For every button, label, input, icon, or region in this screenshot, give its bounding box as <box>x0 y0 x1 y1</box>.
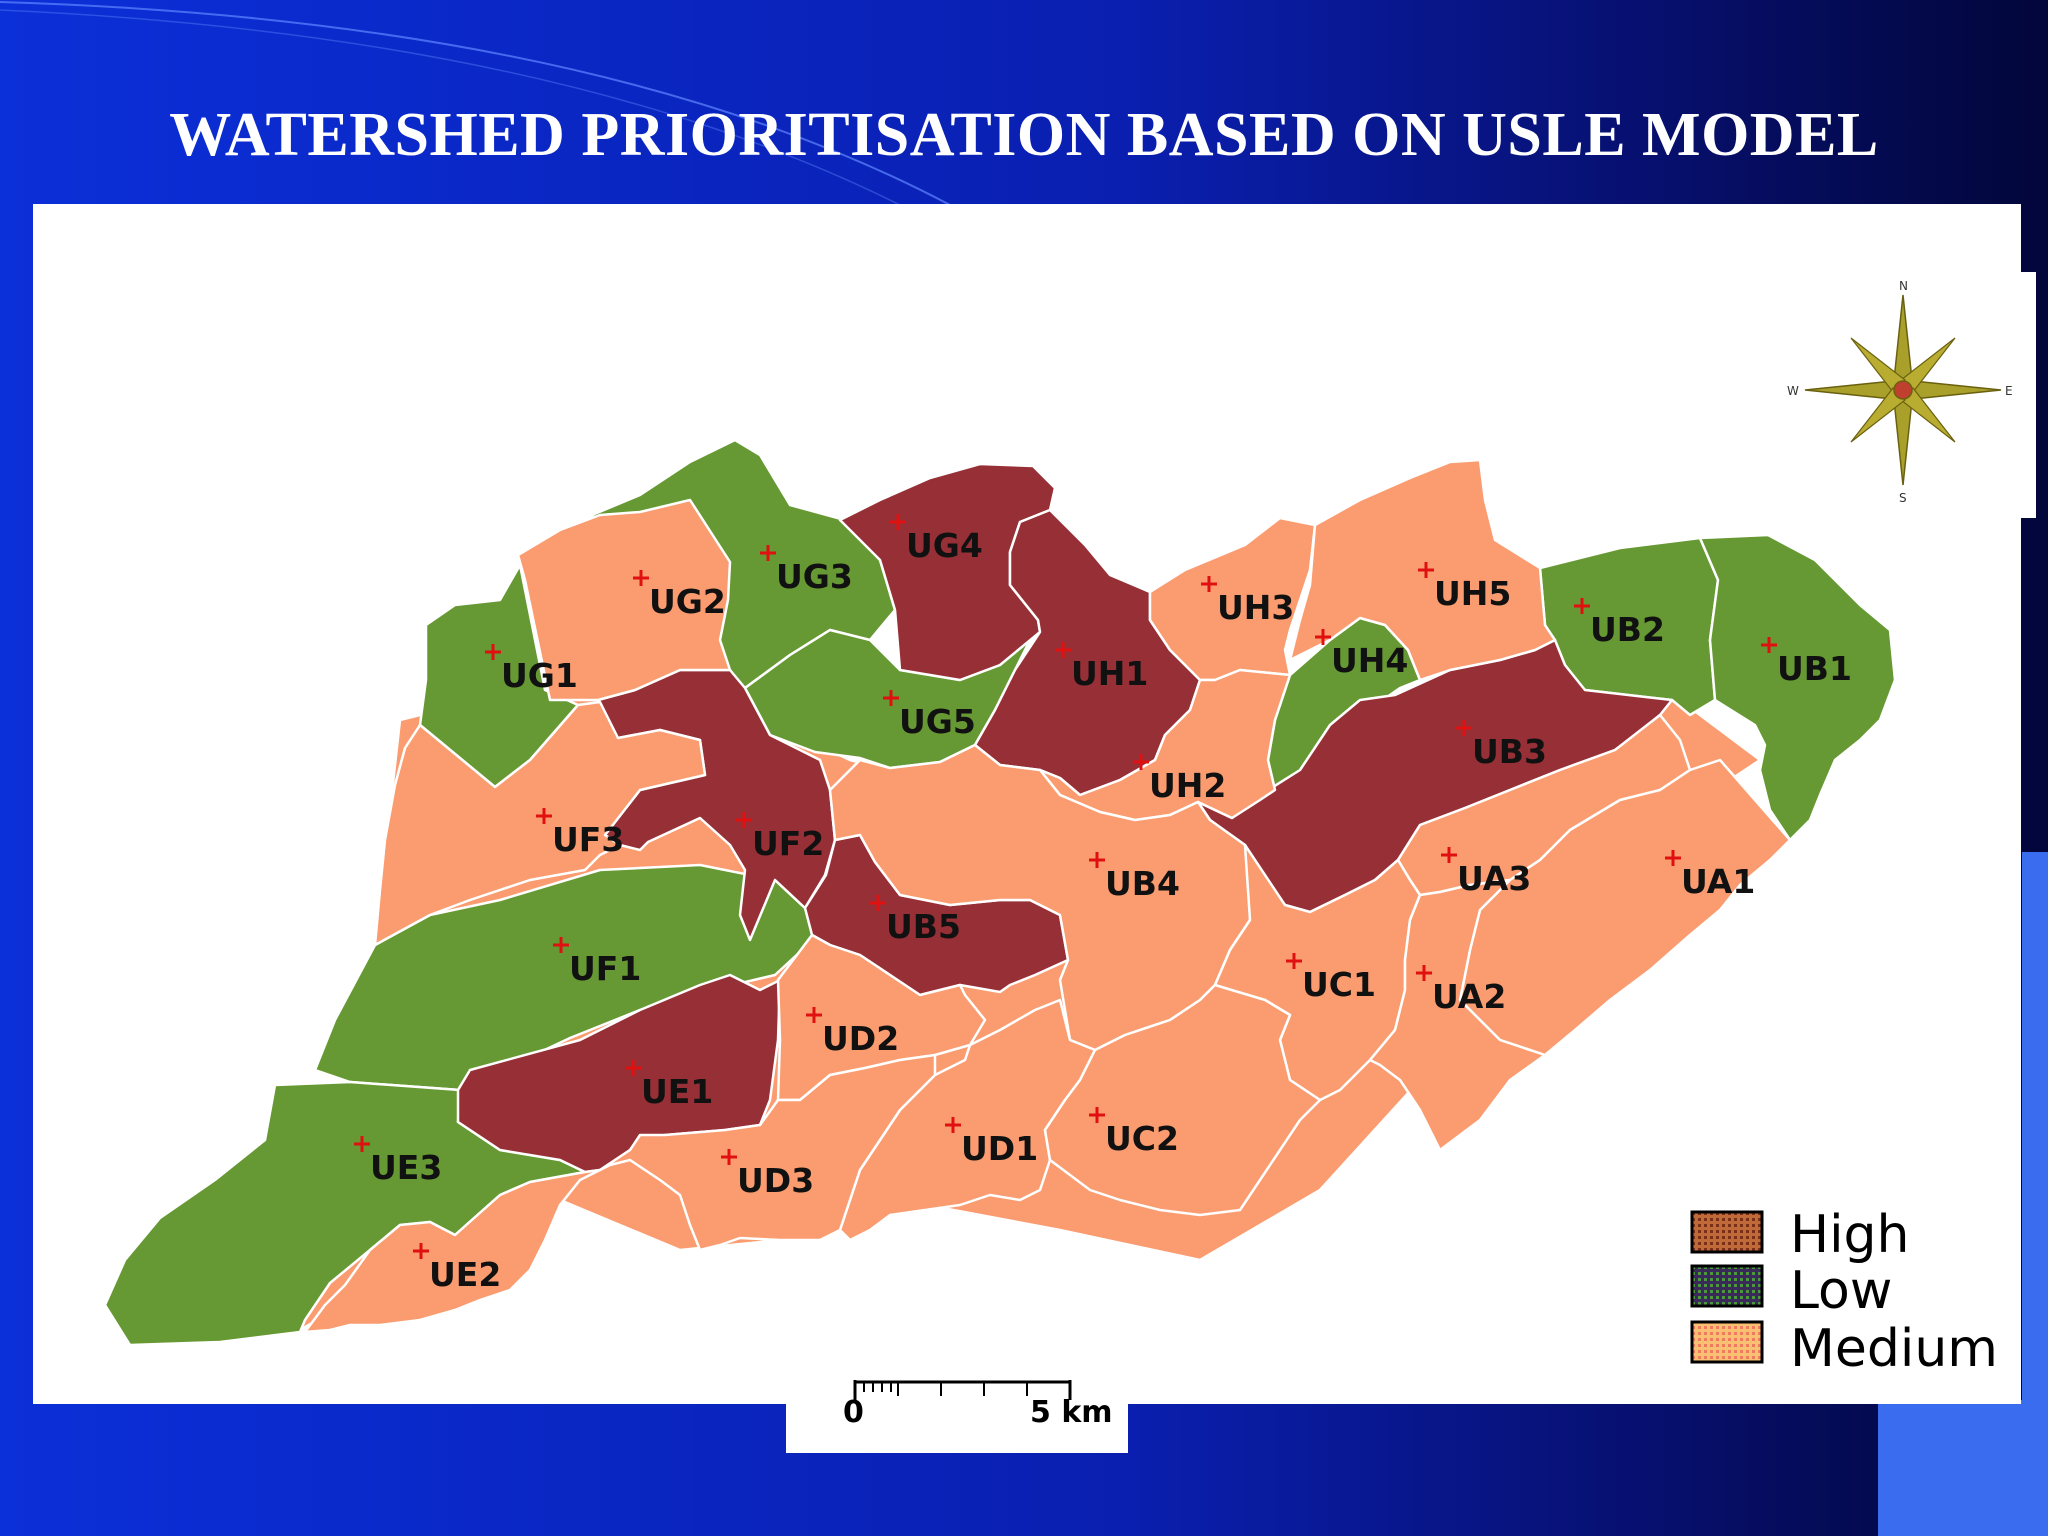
compass-star-south <box>1893 399 1913 486</box>
subwatershed-name: UH5 <box>1434 574 1511 613</box>
subwatershed-label-ub3: UB3 <box>1456 720 1547 771</box>
compass-rose: N S E W <box>1787 279 2013 505</box>
subwatershed-name: UC1 <box>1302 965 1376 1004</box>
legend-label-low: Low <box>1790 1261 1892 1321</box>
subwatershed-label-uc1: UC1 <box>1286 953 1376 1004</box>
subwatershed-label-ua1: UA1 <box>1665 850 1755 901</box>
subwatershed-name: UB1 <box>1777 649 1852 688</box>
subwatershed-name: UF1 <box>569 949 641 988</box>
subwatershed-name: UG3 <box>776 557 853 596</box>
subwatershed-label-ua2: UA2 <box>1416 965 1506 1016</box>
subwatershed-name: UF3 <box>552 820 624 859</box>
legend-label-high: High <box>1790 1205 1910 1265</box>
compass-s-label: S <box>1899 491 1907 505</box>
subwatershed-label-ub2: UB2 <box>1574 598 1665 649</box>
subwatershed-label-ug1: UG1 <box>485 644 578 695</box>
subwatershed-label-ue3: UE3 <box>354 1136 442 1187</box>
subwatershed-label-ug4: UG4 <box>890 514 983 565</box>
scale-start-label: 0 <box>843 1395 864 1430</box>
area-UF1 <box>313 863 817 1092</box>
subwatershed-label-ua3: UA3 <box>1441 847 1531 898</box>
area-UA2 <box>1368 878 1547 1152</box>
legend: High Low Medium <box>1690 1205 1998 1379</box>
subwatershed-name: UF2 <box>752 824 824 863</box>
subwatershed-name: UE1 <box>641 1072 713 1111</box>
compass-star-north <box>1893 294 1913 381</box>
area-UG2 <box>516 498 732 702</box>
legend-swatch-medium <box>1690 1320 1764 1364</box>
compass-n-label: N <box>1899 279 1908 293</box>
subwatershed-name: UD2 <box>822 1019 899 1058</box>
subwatershed-name: UG5 <box>899 702 976 741</box>
subwatershed-labels: UG4 UH1 UF2 UB5 UB3 UE1 UG1 UG3 UG5 UF1 UE3 UH4 UB2 U… <box>354 514 1852 1294</box>
decorative-corner-block <box>1878 1400 2048 1536</box>
compass-star-west <box>1804 380 1894 400</box>
area-UH3 <box>1148 516 1317 682</box>
subwatershed-label-uf3: UF3 <box>536 808 624 859</box>
subwatershed-label-ug3: UG3 <box>760 545 853 596</box>
subwatershed-label-ug2: UG2 <box>633 570 726 621</box>
subwatershed-label-uf1: UF1 <box>553 937 641 988</box>
subwatershed-name: UD1 <box>961 1129 1038 1168</box>
area-UD3 <box>598 1053 937 1252</box>
subwatershed-label-uh2: UH2 <box>1133 754 1226 805</box>
subwatershed-name: UB5 <box>886 907 961 946</box>
area-UC2 <box>1043 983 1322 1217</box>
subwatershed-name: UE3 <box>370 1148 442 1187</box>
subwatershed-label-ue2: UE2 <box>413 1243 501 1294</box>
subwatershed-name: UG4 <box>906 526 983 565</box>
scale-bar: 0 5 km <box>843 1380 1113 1430</box>
slide-title: WATERSHED PRIORITISATION BASED ON USLE M… <box>169 101 1879 169</box>
area-UF3 <box>373 700 707 947</box>
subwatershed-label-uc2: UC2 <box>1089 1107 1179 1158</box>
subwatershed-label-ub4: UB4 <box>1089 852 1180 903</box>
subwatershed-label-ud1: UD1 <box>945 1117 1038 1168</box>
subwatershed-name: UH4 <box>1331 641 1408 680</box>
legend-swatch-low <box>1690 1264 1764 1308</box>
subwatershed-name: UH2 <box>1149 766 1226 805</box>
subwatershed-name: UG2 <box>649 582 726 621</box>
subwatershed-name: UB2 <box>1590 610 1665 649</box>
area-UE2 <box>303 1168 602 1334</box>
subwatershed-name: UG1 <box>501 656 578 695</box>
compass-e-label: E <box>2005 384 2013 398</box>
subwatershed-label-ub5: UB5 <box>870 895 961 946</box>
subwatershed-name: UB3 <box>1472 732 1547 771</box>
compass-star-east <box>1912 380 2002 400</box>
subwatershed-name: UD3 <box>737 1161 814 1200</box>
subwatershed-areas <box>103 438 1897 1347</box>
subwatershed-label-uh4: UH4 <box>1315 629 1408 680</box>
subwatershed-label-ub1: UB1 <box>1761 637 1852 688</box>
area-UE1 <box>456 973 782 1174</box>
subwatershed-name: UA1 <box>1681 862 1755 901</box>
subwatershed-name: UE2 <box>429 1255 501 1294</box>
scale-end-label: 5 km <box>1030 1395 1113 1430</box>
subwatershed-label-uh3: UH3 <box>1201 576 1294 627</box>
legend-label-medium: Medium <box>1790 1319 1998 1379</box>
subwatershed-label-ud2: UD2 <box>806 1007 899 1058</box>
subwatershed-label-uh5: UH5 <box>1418 562 1511 613</box>
subwatershed-label-ue1: UE1 <box>625 1060 713 1111</box>
subwatershed-label-uf2: UF2 <box>736 812 824 863</box>
subwatershed-label-ud3: UD3 <box>721 1149 814 1200</box>
subwatershed-name: UH1 <box>1071 654 1148 693</box>
subwatershed-name: UC2 <box>1105 1119 1179 1158</box>
subwatershed-label-uh1: UH1 <box>1055 642 1148 693</box>
compass-center <box>1893 380 1913 400</box>
subwatershed-name: UH3 <box>1217 588 1294 627</box>
subwatershed-name: UA2 <box>1432 977 1506 1016</box>
area-UB1 <box>1698 533 1897 842</box>
compass-w-label: W <box>1787 384 1799 398</box>
subwatershed-label-ug5: UG5 <box>883 690 976 741</box>
legend-swatch-high <box>1690 1210 1764 1254</box>
subwatershed-name: UA3 <box>1457 859 1531 898</box>
subwatershed-name: UB4 <box>1105 864 1180 903</box>
